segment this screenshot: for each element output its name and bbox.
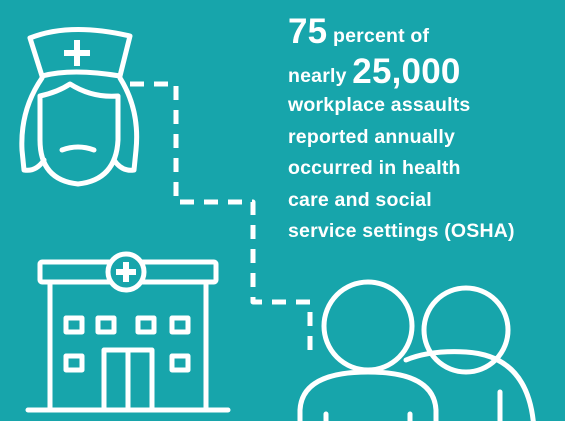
stat-description-line: workplace assaults — [288, 94, 471, 116]
stat-count-line: nearly 25,000 — [288, 52, 558, 91]
stat-description-line: service settings (OSHA) — [288, 220, 515, 242]
dashed-connector — [130, 81, 313, 360]
hospital-icon — [25, 251, 231, 413]
stat-description-line: reported annually — [288, 125, 456, 148]
stat-percent-unit: percent of — [332, 25, 430, 47]
stat-headline: 75 percent of — [288, 14, 558, 54]
people-icon — [297, 279, 536, 421]
stat-lead-in: nearly — [288, 65, 347, 87]
stat-description-line: occurred in health — [288, 157, 461, 179]
nurse-icon — [19, 26, 140, 187]
stat-description-line: care and social — [288, 188, 432, 211]
statistic-text: 75 percent of nearly 25,000 workplace as… — [288, 14, 558, 248]
stat-count-number: 25,000 — [352, 52, 461, 91]
stat-percent-number: 75 — [288, 12, 328, 51]
